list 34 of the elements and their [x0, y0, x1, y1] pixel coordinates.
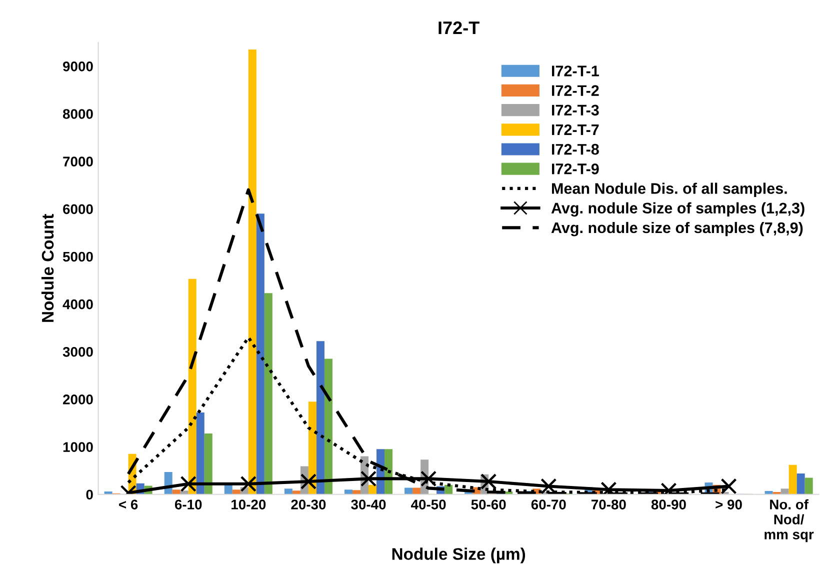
y-tick-label: 9000 — [63, 62, 93, 72]
x-tick-label: < 6 — [119, 500, 138, 510]
legend-label: Mean Nodule Dis. of all samples. — [552, 182, 787, 197]
legend-label: I72-T-3 — [552, 104, 599, 116]
x-tick-label: 6-10 — [174, 500, 202, 510]
x-tick-label: 40-50 — [410, 500, 446, 510]
x-tick-label: 70-80 — [592, 500, 626, 510]
x-axis-title: Nodule Size (µm) — [392, 548, 526, 564]
legend-label: I72-T-8 — [552, 144, 599, 155]
legend-label: Avg. nodule Size of samples (1,2,3) — [551, 202, 804, 217]
y-tick-label: 2000 — [63, 394, 93, 404]
y-tick-label: 5000 — [62, 252, 93, 262]
x-tick-label: No. of Nod/ mm sqr — [764, 499, 814, 542]
y-tick-label: 6000 — [63, 204, 93, 214]
chart-title: I72-T — [438, 21, 480, 34]
y-tick-label: 8000 — [62, 109, 93, 119]
x-tick-label: 20-30 — [291, 500, 326, 510]
y-tick-label: 7000 — [63, 156, 93, 166]
y-tick-label: 4000 — [62, 299, 93, 310]
x-tick-label: 30-40 — [351, 500, 386, 510]
x-tick-label: > 90 — [716, 500, 742, 510]
legend-label: I72-T-7 — [552, 124, 599, 136]
y-tick-label: 1000 — [63, 442, 93, 452]
x-tick-label: 50-60 — [471, 500, 506, 510]
y-axis-title: Nodule Count — [41, 214, 54, 322]
x-tick-label: 60-70 — [531, 500, 566, 510]
legend-label: Avg. nodule size of samples (7,8,9) — [551, 222, 803, 236]
legend-label: I72-T-2 — [552, 85, 599, 96]
y-tick-label: 3000 — [62, 346, 93, 357]
x-tick-label: 80-90 — [651, 500, 686, 510]
x-tick-label: 10-20 — [232, 500, 266, 510]
legend-label: I72-T-1 — [552, 66, 599, 76]
legend-label: I72-T-9 — [552, 164, 599, 174]
y-tick-label: 0 — [86, 490, 93, 500]
